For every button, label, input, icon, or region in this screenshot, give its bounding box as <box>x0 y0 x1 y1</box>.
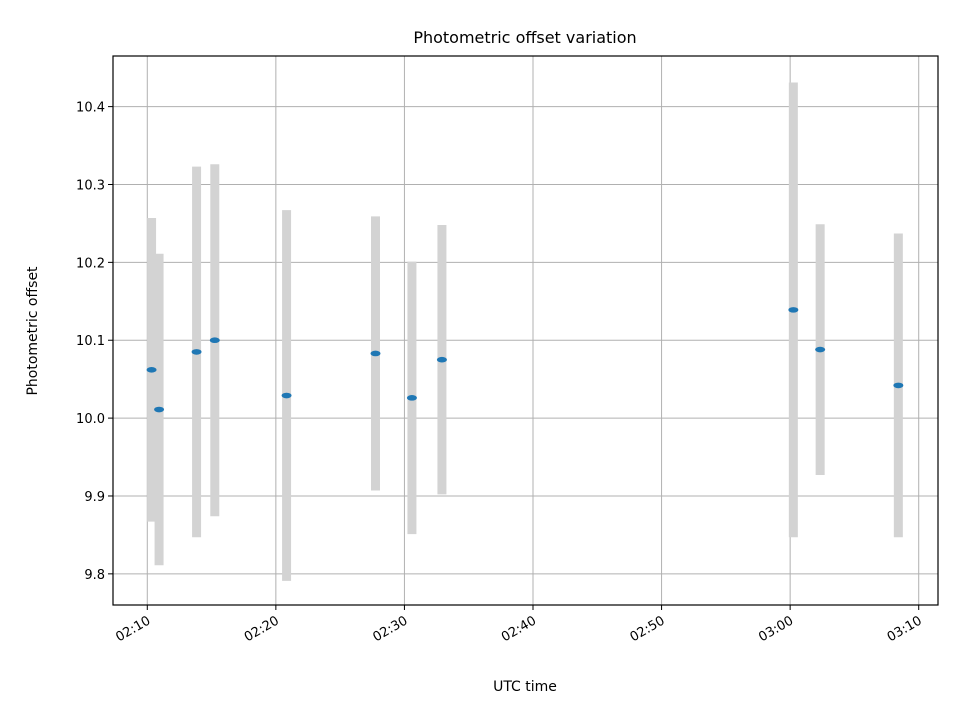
x-tick-label: 02:50 <box>628 613 668 645</box>
y-axis-ticks: 9.8 9.9 10.0 10.1 10.2 10.3 10.4 <box>76 101 113 583</box>
data-point <box>893 382 904 389</box>
plot-frame <box>112 55 939 606</box>
x-tick-label: 03:00 <box>756 613 796 645</box>
data-point <box>815 346 826 353</box>
x-axis-ticks: 02:10 02:20 02:30 02:40 02:50 03:00 03:10 <box>113 605 925 645</box>
x-tick-label: 02:30 <box>370 613 410 645</box>
y-axis-label: Photometric offset <box>25 266 41 396</box>
data-point <box>788 307 799 313</box>
x-tick-label: 03:10 <box>885 613 925 645</box>
x-tick-label: 02:10 <box>113 613 153 645</box>
y-tick-label: 10.4 <box>76 101 105 116</box>
y-tick-label: 10.2 <box>76 256 105 271</box>
y-tick-label: 10.1 <box>76 334 105 349</box>
chart-title: Photometric offset variation <box>413 28 636 47</box>
data-point <box>154 406 165 413</box>
grid-lines <box>113 56 938 605</box>
y-tick-label: 9.8 <box>84 568 105 583</box>
data-point <box>209 337 220 344</box>
x-tick-label: 02:40 <box>499 613 539 645</box>
data-point <box>370 350 381 357</box>
y-tick-label: 10.3 <box>76 178 105 193</box>
x-tick-label: 02:20 <box>242 613 282 645</box>
data-point <box>436 356 447 363</box>
data-points <box>146 307 904 413</box>
data-point <box>146 367 157 373</box>
y-tick-label: 9.9 <box>84 490 105 505</box>
data-point <box>191 349 202 355</box>
y-tick-label: 10.0 <box>76 412 105 427</box>
data-point <box>281 392 292 399</box>
x-axis-label: UTC time <box>493 679 557 695</box>
error-bars <box>147 82 903 581</box>
data-point <box>406 395 417 401</box>
